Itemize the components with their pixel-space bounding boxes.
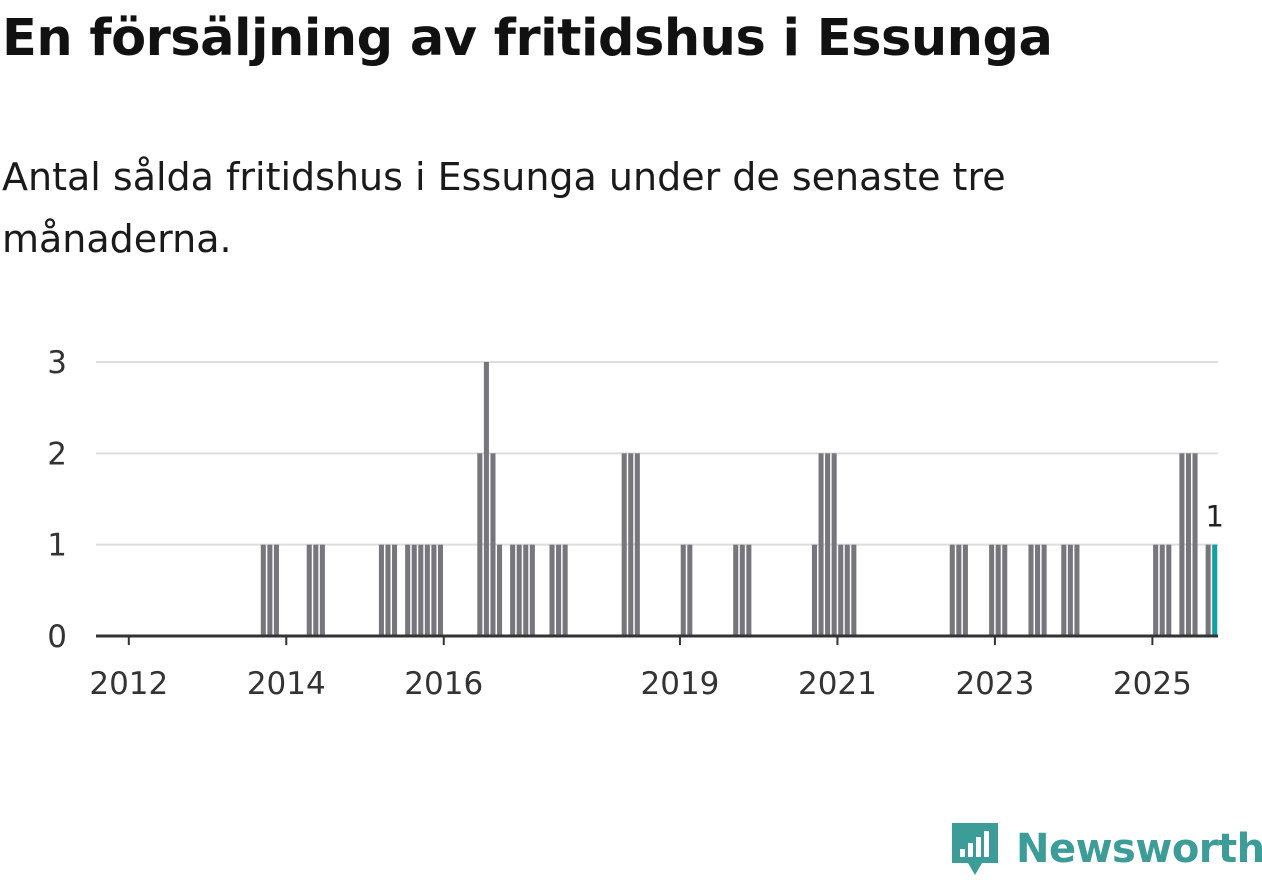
- bar: [260, 544, 266, 636]
- bar: [477, 453, 483, 636]
- bar: [995, 544, 1001, 636]
- bar: [831, 453, 837, 636]
- bar: [516, 544, 522, 636]
- y-tick-label: 0: [47, 619, 67, 655]
- bar: [739, 544, 745, 636]
- bar: [267, 544, 273, 636]
- bar: [306, 544, 312, 636]
- bar: [418, 544, 424, 636]
- bar: [496, 544, 503, 636]
- bar: [1159, 544, 1165, 636]
- bar: [1067, 544, 1073, 636]
- bar: [523, 544, 529, 636]
- bar: [313, 544, 319, 636]
- bar: [490, 453, 496, 636]
- chart-title: En försäljning av fritidshus i Essunga: [2, 9, 1053, 68]
- bar: [1179, 453, 1185, 636]
- bar: [621, 453, 627, 636]
- bar: [825, 453, 831, 636]
- bar: [556, 544, 562, 636]
- bar: [1166, 544, 1172, 636]
- x-tick-label: 2019: [641, 666, 720, 702]
- bar: [1041, 544, 1047, 636]
- bar: [844, 544, 850, 636]
- grid-lines: [96, 361, 1218, 546]
- bar: [510, 544, 516, 636]
- y-tick-label: 3: [47, 345, 67, 381]
- bar: [319, 544, 325, 636]
- bar: [634, 453, 640, 636]
- bar: [529, 544, 535, 636]
- bar: [818, 453, 824, 636]
- bar: [949, 544, 955, 636]
- bar: [273, 544, 279, 636]
- bar: [378, 544, 384, 636]
- bar: [962, 544, 968, 636]
- x-tick-label: 2012: [89, 666, 168, 702]
- newsworthy-logo-icon: [952, 823, 998, 875]
- bar: [1074, 544, 1080, 636]
- bar: [956, 544, 962, 636]
- bar: [1185, 453, 1192, 636]
- bar: [562, 544, 568, 636]
- bar: [628, 453, 634, 636]
- bar: [483, 362, 489, 636]
- data-label: 1: [1205, 500, 1223, 534]
- x-tick-label: 2016: [404, 666, 483, 702]
- x-axis: [96, 634, 1218, 645]
- bars: [260, 362, 1218, 636]
- bar: [1002, 544, 1008, 636]
- bar: [1153, 544, 1159, 636]
- bar: [411, 544, 417, 636]
- bar: [437, 544, 444, 636]
- y-tick-label: 1: [47, 528, 67, 564]
- x-tick-label: 2014: [247, 666, 326, 702]
- x-tick-label: 2021: [798, 666, 877, 702]
- bar: [385, 544, 391, 636]
- bar: [1192, 453, 1198, 636]
- highlighted-bar: [1212, 544, 1218, 636]
- y-tick-label: 2: [47, 436, 67, 472]
- bar: [1205, 544, 1211, 636]
- bar: [424, 544, 430, 636]
- x-tick-label: 2023: [955, 666, 1034, 702]
- chart-subtitle: Antal sålda fritidshus i Essunga under d…: [2, 155, 1006, 261]
- tick-labels: 0 1 2 3 1 2012 2014 2016 2019 2021 2023 2025: [47, 345, 1224, 702]
- bar-chart: 0 1 2 3 1 2012 2014 2016 2019 2021 2023 2025: [47, 345, 1224, 702]
- bar: [1035, 544, 1041, 636]
- brand-name: Newsworthy: [1016, 826, 1262, 872]
- bar: [549, 544, 555, 636]
- bar: [733, 544, 739, 636]
- bar: [431, 544, 437, 636]
- newsworthy-brand: Newsworthy: [950, 818, 1262, 880]
- bar: [989, 544, 995, 636]
- bar: [746, 544, 752, 636]
- bar: [392, 544, 398, 636]
- bar: [405, 544, 411, 636]
- bar: [851, 544, 857, 636]
- bar: [1028, 544, 1034, 636]
- bar: [687, 544, 693, 636]
- bar: [811, 544, 818, 636]
- bar: [680, 544, 686, 636]
- bar: [1061, 544, 1067, 636]
- bar: [838, 544, 844, 636]
- x-tick-label: 2025: [1113, 666, 1192, 702]
